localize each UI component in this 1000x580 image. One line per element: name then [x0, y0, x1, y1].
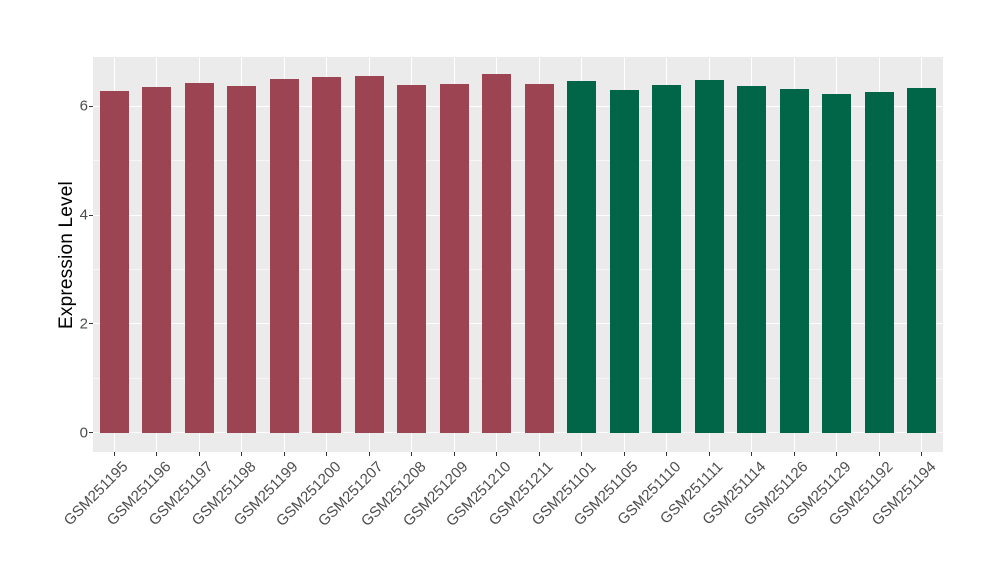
y-axis-title: Expression Level — [56, 181, 77, 329]
bar-GSM251208 — [397, 85, 427, 433]
x-tick-mark — [623, 452, 625, 456]
y-tick-label: 6 — [79, 97, 88, 115]
bar-GSM251197 — [184, 83, 214, 433]
x-tick-mark — [368, 452, 370, 456]
gridline-minor — [93, 160, 943, 162]
y-tick-mark — [89, 323, 93, 325]
x-tick-mark — [836, 452, 838, 456]
x-tick-mark — [326, 452, 328, 456]
bar-GSM251111 — [694, 80, 724, 433]
gridline-major — [93, 214, 943, 216]
x-tick-mark — [496, 452, 498, 456]
x-tick-mark — [113, 452, 115, 456]
x-tick-mark — [538, 452, 540, 456]
x-tick-mark — [156, 452, 158, 456]
plot-panel — [93, 57, 943, 452]
bar-GSM251211 — [524, 84, 554, 433]
bar-GSM251210 — [482, 74, 512, 433]
x-tick-mark — [581, 452, 583, 456]
x-tick-mark — [666, 452, 668, 456]
bar-GSM251192 — [864, 91, 894, 433]
gridline-major — [93, 105, 943, 107]
bar-GSM251195 — [99, 90, 129, 433]
bar-GSM251207 — [354, 76, 384, 433]
bar-GSM251126 — [779, 89, 809, 433]
bar-GSM251110 — [652, 84, 682, 433]
x-tick-mark — [241, 452, 243, 456]
y-tick-label: 0 — [79, 424, 88, 442]
bar-GSM251209 — [439, 83, 469, 433]
y-tick-label: 2 — [79, 315, 88, 333]
x-tick-mark — [453, 452, 455, 456]
y-tick-mark — [89, 432, 93, 434]
bar-GSM251200 — [312, 77, 342, 433]
y-tick-mark — [89, 214, 93, 216]
bar-GSM251129 — [822, 94, 852, 433]
y-tick-label: 4 — [79, 206, 88, 224]
bar-GSM251194 — [907, 87, 937, 433]
x-tick-mark — [878, 452, 880, 456]
x-tick-mark — [751, 452, 753, 456]
bar-GSM251198 — [227, 86, 257, 433]
bar-GSM251105 — [609, 89, 639, 433]
bar-GSM251114 — [737, 86, 767, 433]
x-tick-mark — [793, 452, 795, 456]
gridline-minor — [93, 268, 943, 270]
x-tick-mark — [921, 452, 923, 456]
bar-GSM251199 — [269, 78, 299, 433]
gridline-major — [93, 432, 943, 434]
x-tick-mark — [411, 452, 413, 456]
bars-layer — [93, 57, 943, 452]
x-tick-mark — [708, 452, 710, 456]
bar-GSM251101 — [567, 80, 597, 433]
x-tick-mark — [283, 452, 285, 456]
x-tick-mark — [198, 452, 200, 456]
bar-GSM251196 — [142, 86, 172, 433]
y-tick-mark — [89, 105, 93, 107]
gridline-minor — [93, 377, 943, 379]
gridline-major — [93, 323, 943, 325]
